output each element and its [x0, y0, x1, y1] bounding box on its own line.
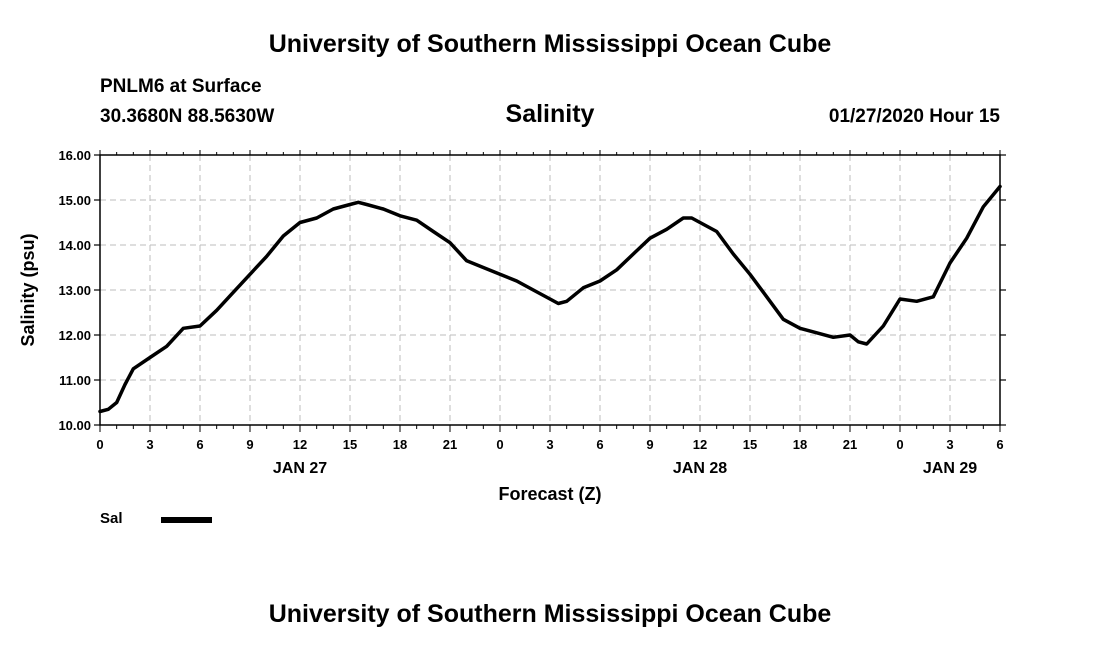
day-label: JAN 28 [673, 460, 727, 477]
x-tick-label: 3 [546, 437, 553, 452]
x-tick-label: 6 [996, 437, 1003, 452]
x-tick-label: 12 [693, 437, 707, 452]
y-axis-title: Salinity (psu) [18, 233, 38, 346]
y-tick-label: 11.00 [59, 373, 91, 388]
y-tick-label: 12.00 [58, 328, 91, 343]
footer-title: University of Southern Mississippi Ocean… [268, 600, 832, 628]
y-tick-label: 15.00 [58, 193, 91, 208]
series-line-sal [98, 184, 1002, 414]
x-tick-label: 15 [743, 437, 757, 452]
x-tick-label: 6 [196, 437, 203, 452]
x-tick-label: 15 [343, 437, 357, 452]
legend-label: Sal [100, 510, 123, 527]
x-tick-label: 6 [596, 437, 603, 452]
station-label: PNLM6 at Surface [100, 76, 262, 97]
forecast-timestamp: 01/27/2020 Hour 15 [828, 106, 1000, 127]
x-tick-label: 3 [946, 437, 953, 452]
x-tick-label: 0 [96, 437, 103, 452]
x-tick-label: 3 [146, 437, 153, 452]
station-coordinates: 30.3680N 88.5630W [100, 106, 275, 127]
y-tick-label: 14.00 [58, 238, 91, 253]
x-tick-label: 9 [246, 437, 253, 452]
day-label: JAN 27 [273, 460, 327, 477]
y-tick-label: 13.00 [58, 283, 91, 298]
x-tick-label: 0 [896, 437, 903, 452]
main-title: University of Southern Mississippi Ocean… [268, 30, 832, 58]
x-tick-label: 12 [293, 437, 307, 452]
x-tick-label: 18 [393, 437, 407, 452]
x-tick-label: 21 [443, 437, 457, 452]
y-tick-label: 10.00 [58, 418, 91, 433]
x-tick-label: 18 [793, 437, 807, 452]
x-tick-label: 0 [496, 437, 503, 452]
chart-title: Salinity [505, 100, 595, 128]
day-label: JAN 29 [923, 460, 977, 477]
x-tick-label: 21 [843, 437, 857, 452]
x-axis-title: Forecast (Z) [498, 484, 601, 504]
x-tick-label: 9 [646, 437, 653, 452]
y-tick-label: 16.00 [58, 148, 91, 163]
legend-swatch [161, 517, 212, 523]
